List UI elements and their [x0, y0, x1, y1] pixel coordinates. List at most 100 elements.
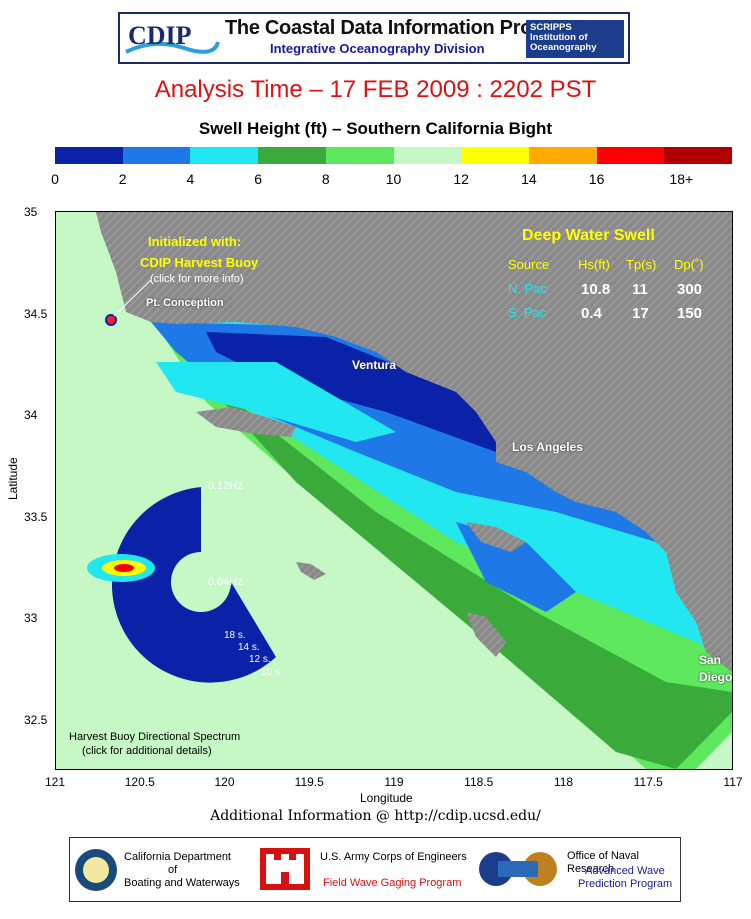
deep-water-cell-hs: 10.8 — [581, 281, 611, 298]
diego-label: Diego — [699, 670, 733, 684]
colorbar-tick-label: 12 — [453, 171, 469, 187]
usace-sub-label: Field Wave Gaging Program — [323, 877, 462, 889]
colorbar-swatch — [122, 147, 191, 164]
colorbar-swatch — [528, 147, 597, 164]
deep-water-cell-tp: 17 — [632, 305, 649, 322]
swell-map[interactable]: Initialized with: CDIP Harvest Buoy (cli… — [55, 211, 733, 770]
y-tick-label: 34 — [24, 408, 38, 422]
x-tick-label: 117.5 — [633, 775, 663, 789]
y-tick-label: 33.5 — [24, 509, 48, 524]
spectrum-wedge[interactable] — [111, 487, 276, 683]
colorbar-swatch — [664, 147, 733, 164]
colorbar-tick-label: 16 — [588, 171, 605, 187]
header-banner[interactable]: CDIP The Coastal Data Information Progra… — [118, 12, 630, 64]
colorbar-tick-label: 18+ — [669, 171, 694, 187]
x-axis-label: Longitude — [360, 791, 413, 805]
deep-water-header: Dp(˚) — [674, 257, 704, 272]
colorbar-tick-label: 8 — [321, 171, 330, 187]
x-tick-label: 119 — [384, 775, 404, 789]
colorbar-tick-label: 0 — [51, 171, 59, 187]
onr-label: Office of Naval Research — [567, 850, 639, 875]
scripps-logo: SCRIPPS Institution of Oceanography — [526, 20, 624, 58]
sponsor-footer: California Department of Boating and Wat… — [69, 837, 681, 902]
usace-label: U.S. Army Corps of Engineers — [320, 851, 467, 863]
init-line2[interactable]: CDIP Harvest Buoy — [140, 255, 259, 270]
deep-water-header: Source — [508, 257, 550, 272]
colorbar-swatch — [596, 147, 665, 164]
swell-height-title: Swell Height (ft) – Southern California … — [198, 119, 553, 138]
santa-catalina-island — [466, 522, 526, 552]
colorbar-swatch — [393, 147, 462, 164]
san-nicolas-shadow — [456, 522, 576, 612]
deep-water-header: Hs(ft) — [578, 257, 610, 272]
san-clemente-island — [466, 612, 506, 657]
colorbar-swatch — [55, 147, 123, 164]
y-axis-label: Latitude — [6, 457, 20, 500]
dbw-line1: California Department — [124, 851, 231, 863]
usace-castle-icon — [260, 848, 310, 890]
ventura-label: Ventura — [352, 358, 397, 372]
cdip-logo: CDIP — [125, 21, 220, 54]
buoy-pointer-line — [113, 279, 152, 317]
deep-water-cell-hs: 0.4 — [581, 305, 602, 322]
deep-water-cell-dp: 150 — [677, 305, 703, 322]
deep-water-title: Deep Water Swell — [522, 227, 655, 244]
colorbar-swatch — [190, 147, 259, 164]
los-angeles-label: Los Angeles — [512, 440, 583, 454]
dbw-line3: Boating and Waterways — [124, 877, 240, 889]
analysis-time: Analysis Time – 17 FEB 2009 : 2202 PST — [154, 76, 597, 103]
deep-water-cell-dp: 300 — [677, 281, 703, 298]
dbw-seal-icon — [75, 849, 117, 891]
san-label: San — [699, 653, 722, 667]
colorbar — [55, 147, 733, 164]
x-tick-label: 117 — [723, 775, 743, 789]
deep-water-cell-tp: 11 — [632, 281, 648, 298]
deep-water-cell-source: S. Pac — [508, 305, 547, 320]
period-10: 10 s. — [261, 667, 283, 678]
onr-sub-label1: Advanced Wave — [585, 865, 665, 877]
additional-info-link[interactable]: Additional Information @ http://cdip.ucs… — [210, 808, 541, 824]
dbw-line2: of — [168, 864, 178, 876]
spectrum-caption-click[interactable]: (click for additional details) — [82, 745, 212, 757]
map-canvas — [56, 212, 732, 769]
colorbar-swatch — [258, 147, 326, 164]
x-tick-label: 120 — [214, 775, 235, 789]
x-tick-label: 121 — [44, 775, 66, 789]
colorbar-tick-label: 6 — [254, 171, 262, 187]
deep-water-cell-source: N. Pac — [508, 281, 548, 296]
spectrum-peak-max — [114, 564, 134, 572]
x-tick-label: 120.5 — [124, 775, 155, 789]
freq-high-label: 0.12Hz — [208, 480, 243, 492]
pt-conception-label: Pt. Conception — [146, 297, 224, 309]
colorbar-tick-label: 2 — [118, 171, 127, 187]
santa-barbara-island — [296, 562, 326, 580]
deep-water-header: Tp(s) — [626, 257, 657, 272]
colorbar-swatch — [325, 147, 394, 164]
banner-title: The Coastal Data Information Program — [225, 17, 580, 39]
y-tick-label: 32.5 — [24, 712, 48, 727]
channel-islands — [196, 407, 296, 437]
y-tick-label: 34.5 — [24, 306, 48, 321]
island-shadow — [156, 362, 396, 442]
x-tick-label: 119.5 — [294, 775, 324, 789]
y-tick-label: 35 — [24, 205, 38, 219]
freq-low-label: 0.04Hz — [208, 576, 243, 588]
colorbar-tick-label: 4 — [186, 171, 195, 187]
onr-sub-label2: Prediction Program — [578, 878, 673, 890]
banner-subtitle: Integrative Oceanography Division — [270, 41, 485, 56]
x-tick-label: 118 — [553, 775, 574, 789]
spectrum-caption: Harvest Buoy Directional Spectrum — [69, 731, 241, 743]
x-tick-label: 118.5 — [464, 775, 494, 789]
colorbar-tick-label: 14 — [521, 171, 537, 187]
land-terrain — [96, 212, 732, 672]
colorbar-swatch — [461, 147, 529, 164]
y-tick-label: 33 — [24, 611, 38, 625]
init-line1: Initialized with: — [148, 234, 242, 249]
onr-logo-icon — [479, 852, 557, 886]
period-18: 18 s. — [224, 630, 246, 641]
period-14: 14 s. — [238, 642, 260, 653]
svg-text:CDIP: CDIP — [128, 21, 192, 50]
period-12: 12 s. — [249, 654, 271, 665]
harvest-buoy-marker[interactable] — [105, 314, 117, 326]
init-line3[interactable]: (click for more info) — [150, 273, 244, 285]
